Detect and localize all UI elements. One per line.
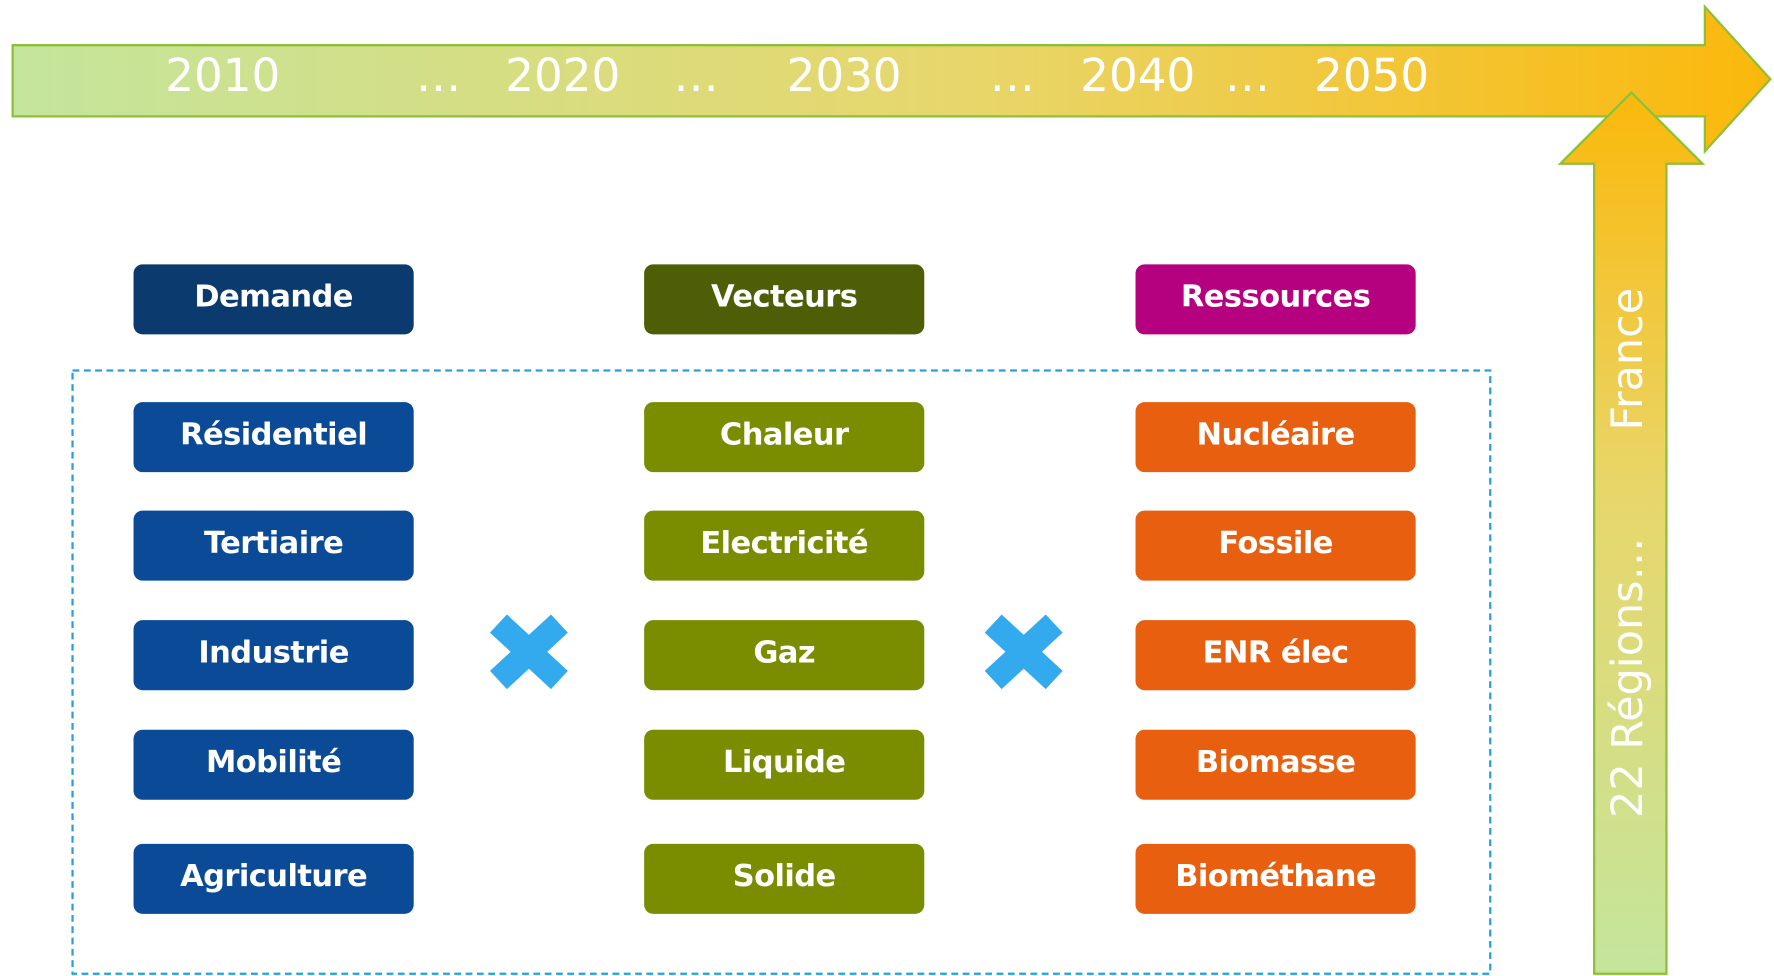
item-box bbox=[133, 402, 414, 473]
item-box bbox=[1135, 843, 1416, 914]
timeline-label: 2050 bbox=[1314, 49, 1429, 102]
item-label: Chaleur bbox=[720, 418, 849, 453]
scope-frame bbox=[71, 369, 1492, 975]
item-label: Solide bbox=[733, 859, 836, 894]
item-box bbox=[644, 729, 925, 800]
item-box bbox=[133, 620, 414, 691]
item-label: Résidentiel bbox=[180, 418, 367, 453]
item-label: Nucléaire bbox=[1197, 418, 1355, 453]
item-label: Tertiaire bbox=[204, 526, 343, 561]
item-box bbox=[644, 620, 925, 691]
timeline-label: 2010 bbox=[165, 49, 280, 102]
scope-label: France bbox=[1603, 288, 1653, 431]
item-box bbox=[133, 843, 414, 914]
item-box bbox=[1135, 729, 1416, 800]
item-box bbox=[644, 510, 925, 581]
timeline-label: 2040 bbox=[1080, 49, 1195, 102]
item-label: Biométhane bbox=[1175, 859, 1376, 894]
item-label: Agriculture bbox=[180, 859, 367, 894]
header-label: Demande bbox=[194, 280, 353, 315]
item-box bbox=[1135, 402, 1416, 473]
item-box bbox=[644, 843, 925, 914]
item-label: Mobilité bbox=[206, 745, 341, 780]
item-label: Liquide bbox=[723, 745, 845, 780]
item-box bbox=[1135, 510, 1416, 581]
item-label: Electricité bbox=[700, 526, 868, 561]
item-box bbox=[133, 510, 414, 581]
time-arrow bbox=[11, 3, 1772, 155]
scope-label: 22 Régions… bbox=[1603, 538, 1653, 818]
cross bbox=[489, 614, 1063, 690]
column-header bbox=[133, 264, 414, 335]
timeline-label: 2030 bbox=[787, 49, 902, 102]
item-label: Fossile bbox=[1218, 526, 1333, 561]
item-box bbox=[133, 729, 414, 800]
item-label: Biomasse bbox=[1196, 745, 1356, 780]
item-label: Industrie bbox=[198, 636, 348, 671]
item-box bbox=[1135, 620, 1416, 691]
timeline-label: … bbox=[674, 49, 719, 102]
item-label: Gaz bbox=[753, 636, 815, 671]
scope-arrow bbox=[1557, 91, 1706, 975]
timeline-label: 2020 bbox=[505, 49, 620, 102]
item-label: ENR élec bbox=[1203, 636, 1349, 671]
header-label: Vecteurs bbox=[711, 280, 857, 315]
column-header bbox=[644, 264, 925, 335]
header-label: Ressources bbox=[1181, 280, 1370, 315]
timeline-label: … bbox=[1225, 49, 1270, 102]
column-header bbox=[1135, 264, 1416, 335]
timeline-label: … bbox=[416, 49, 461, 102]
timeline-label: … bbox=[990, 49, 1035, 102]
item-box bbox=[644, 402, 925, 473]
